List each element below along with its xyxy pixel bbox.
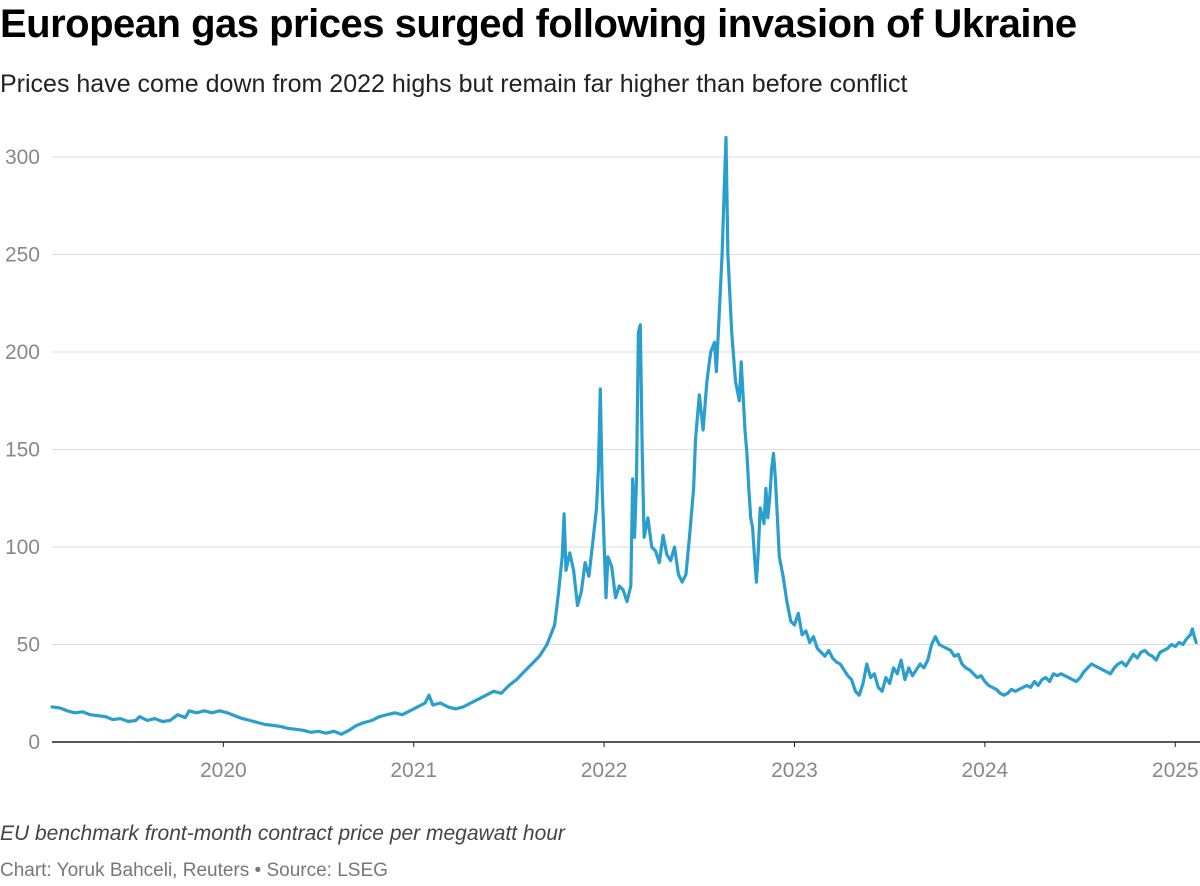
x-tick-label: 2021 bbox=[390, 759, 437, 782]
y-tick-label: 0 bbox=[28, 731, 40, 754]
y-tick-label: 300 bbox=[5, 146, 40, 169]
gridlines bbox=[52, 156, 1200, 645]
y-tick-label: 150 bbox=[5, 439, 40, 462]
x-tick-label: 2020 bbox=[200, 759, 247, 782]
chart-title: European gas prices surged following inv… bbox=[0, 2, 1077, 46]
series-line-gas-price bbox=[50, 135, 1198, 736]
x-tick-label: 2023 bbox=[771, 759, 818, 782]
chart-credit: Chart: Yoruk Bahceli, Reuters • Source: … bbox=[0, 860, 388, 881]
x-tick-label: 2022 bbox=[581, 759, 628, 782]
series-layer bbox=[50, 135, 1198, 736]
chart-subtitle: Prices have come down from 2022 highs bu… bbox=[0, 70, 908, 98]
x-tick-label: 2024 bbox=[962, 759, 1009, 782]
x-axis-ticks: 2020 2021 2022 2023 2024 2025 bbox=[200, 742, 1199, 782]
x-tick-label: 2025 bbox=[1152, 759, 1199, 782]
y-tick-label: 200 bbox=[5, 341, 40, 364]
y-tick-label: 100 bbox=[5, 536, 40, 559]
chart-footnote: EU benchmark front-month contract price … bbox=[0, 822, 565, 845]
y-tick-label: 250 bbox=[5, 244, 40, 267]
y-tick-label: 50 bbox=[17, 634, 40, 657]
y-axis-ticks: 0 50 100 150 200 250 300 bbox=[5, 146, 40, 754]
